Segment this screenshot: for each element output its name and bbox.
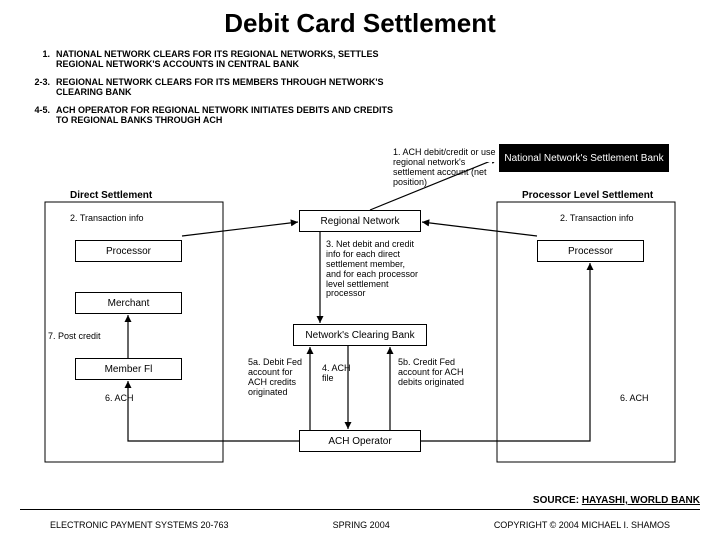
source-line: SOURCE: HAYASHI, WORLD BANK [533, 495, 700, 506]
page-title: Debit Card Settlement [0, 0, 720, 39]
footer-left: ELECTRONIC PAYMENT SYSTEMS 20-763 [50, 520, 229, 530]
diagram: Direct Settlement Processor Level Settle… [0, 162, 720, 482]
divider [20, 509, 700, 510]
footer-right: COPYRIGHT © 2004 MICHAEL I. SHAMOS [494, 520, 670, 530]
step-1: 1.NATIONAL NETWORK CLEARS FOR ITS REGION… [28, 49, 692, 69]
step-2: 2-3.REGIONAL NETWORK CLEARS FOR ITS MEMB… [28, 77, 692, 97]
arrows [0, 162, 720, 482]
steps-list: 1.NATIONAL NETWORK CLEARS FOR ITS REGION… [28, 49, 692, 125]
step-3: 4-5.ACH OPERATOR FOR REGIONAL NETWORK IN… [28, 105, 692, 125]
footer: ELECTRONIC PAYMENT SYSTEMS 20-763 SPRING… [0, 520, 720, 530]
footer-mid: SPRING 2004 [333, 520, 390, 530]
source-label: SOURCE: [533, 495, 582, 506]
source-link: HAYASHI, WORLD BANK [582, 495, 700, 506]
